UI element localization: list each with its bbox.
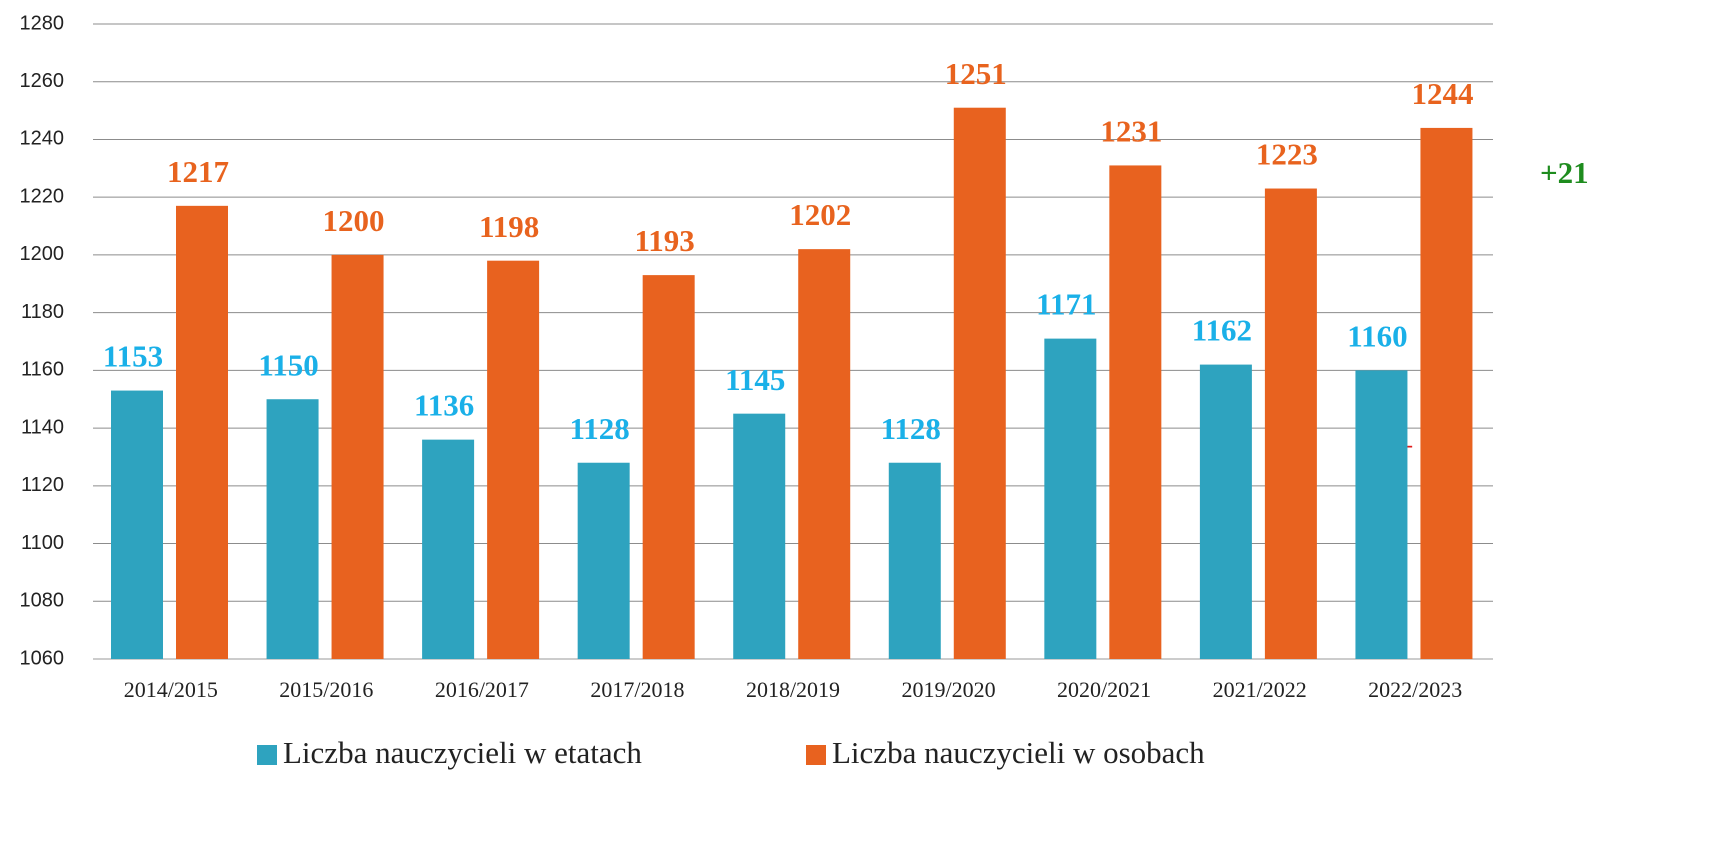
data-label: 1193: [635, 223, 695, 258]
y-tick-label: 1220: [20, 185, 65, 207]
y-tick-label: 1140: [21, 416, 64, 438]
data-label: 1171: [1036, 287, 1096, 322]
y-tick-label: 1120: [21, 474, 64, 496]
x-tick-label: 2017/2018: [590, 677, 684, 702]
legend-swatch: [257, 745, 277, 765]
data-label: 1136: [414, 388, 474, 423]
bar: [798, 249, 851, 660]
x-tick-label: 2015/2016: [279, 677, 373, 702]
bar: [1199, 364, 1252, 659]
y-tick-label: 1260: [20, 70, 65, 92]
x-tick-label: 2018/2019: [746, 677, 840, 702]
bar: [1044, 338, 1097, 659]
bar: [1109, 165, 1162, 659]
bar: [1420, 127, 1473, 660]
y-tick-label: 1200: [20, 243, 65, 265]
y-tick-label: 1100: [21, 532, 64, 554]
x-tick-label: 2021/2022: [1213, 677, 1307, 702]
annotation: +21: [1540, 155, 1589, 190]
bar: [266, 399, 319, 659]
bar: [331, 254, 384, 659]
data-label: 1150: [258, 347, 318, 382]
data-label: 1153: [103, 339, 163, 374]
data-label: 1128: [881, 411, 941, 446]
bar: [577, 462, 630, 659]
bar: [953, 107, 1006, 660]
y-tick-label: 1060: [20, 647, 65, 669]
y-tick-label: 1240: [20, 128, 65, 150]
y-tick-label: 1080: [20, 590, 65, 612]
data-label: 1251: [945, 56, 1007, 91]
x-tick-label: 2022/2023: [1368, 677, 1462, 702]
data-label: 1217: [167, 154, 229, 189]
x-tick-label: 2016/2017: [435, 677, 529, 702]
legend-swatch: [806, 745, 826, 765]
y-tick-label: 1280: [20, 12, 65, 34]
data-label: 1200: [323, 203, 385, 238]
data-label: 1231: [1100, 114, 1162, 149]
y-tick-label: 1160: [21, 359, 64, 381]
data-label: 1223: [1256, 137, 1318, 172]
legend-label: Liczba nauczycieli w etatach: [283, 735, 642, 770]
bar: [888, 462, 941, 659]
data-label: 1160: [1347, 318, 1407, 353]
data-label: 1244: [1411, 76, 1473, 111]
x-tick-label: 2019/2020: [901, 677, 995, 702]
bar: [1355, 370, 1408, 659]
bar: [733, 413, 786, 659]
x-tick-label: 2014/2015: [124, 677, 218, 702]
y-tick-label: 1180: [21, 301, 64, 323]
data-label: 1202: [789, 197, 851, 232]
x-tick-label: 2020/2021: [1057, 677, 1151, 702]
data-label: 1145: [725, 362, 785, 397]
data-label: 1198: [479, 209, 539, 244]
data-label: 1162: [1192, 313, 1252, 348]
bar: [111, 390, 163, 659]
bar: [176, 205, 228, 659]
bar: [642, 275, 695, 659]
bar: [1264, 188, 1317, 660]
data-label: 1128: [570, 411, 630, 446]
bar: [487, 260, 540, 659]
bar: [422, 439, 475, 659]
legend-label: Liczba nauczycieli w osobach: [832, 735, 1205, 770]
